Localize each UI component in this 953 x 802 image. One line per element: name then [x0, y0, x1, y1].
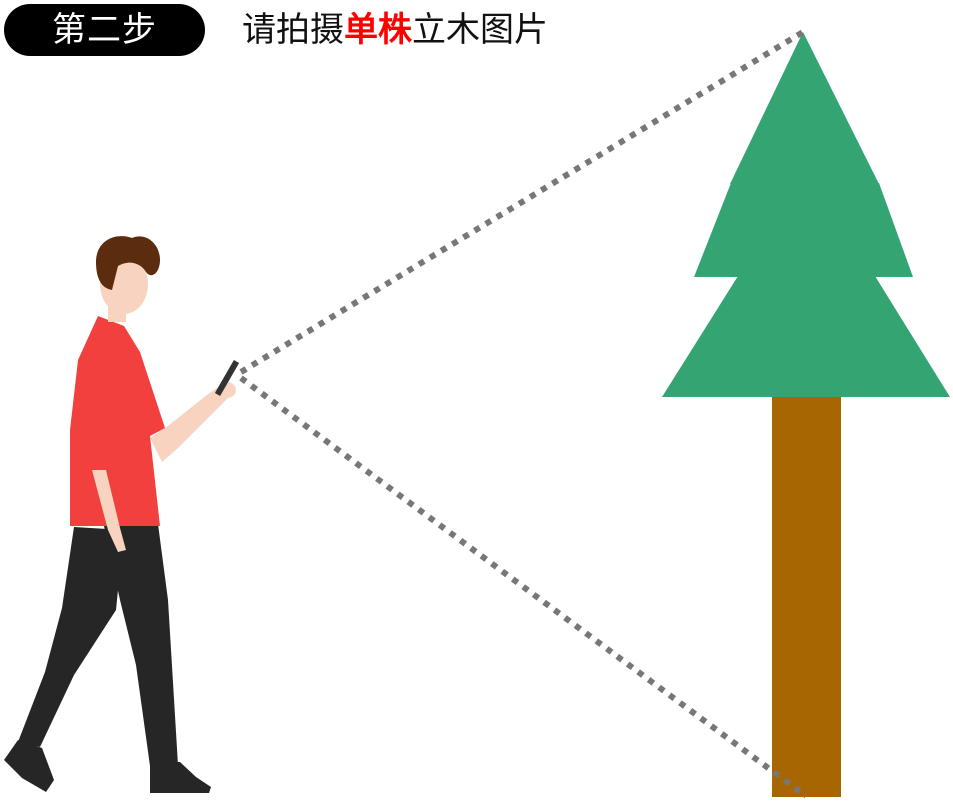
person-front-shoe: [150, 762, 211, 793]
tree-crown-top: [730, 32, 879, 184]
person-shirt: [70, 316, 165, 526]
instruction-emphasis: 单株: [344, 10, 412, 50]
step-badge: 第二步: [4, 4, 205, 56]
tree-trunk: [772, 395, 841, 797]
person-holding-phone-icon: [4, 236, 240, 793]
person-hair: [96, 236, 160, 290]
instruction-prefix: 请拍摄: [242, 10, 344, 50]
person-back-leg: [18, 527, 124, 747]
person-lower-arm: [92, 470, 126, 552]
phone-icon: [214, 360, 240, 396]
person-front-leg: [104, 524, 178, 766]
person-back-shoe: [4, 740, 54, 792]
sight-line-bottom: [239, 375, 808, 799]
step-label: 第二步: [52, 10, 157, 50]
sight-line-top: [239, 29, 805, 375]
tree-crown-middle: [694, 183, 913, 277]
person-raised-arm: [150, 384, 230, 462]
instruction-text: 请拍摄单株立木图片: [242, 4, 548, 56]
instruction-suffix: 立木图片: [412, 10, 548, 50]
tree-crown-bottom: [662, 276, 950, 397]
pine-tree-icon: [662, 32, 950, 397]
